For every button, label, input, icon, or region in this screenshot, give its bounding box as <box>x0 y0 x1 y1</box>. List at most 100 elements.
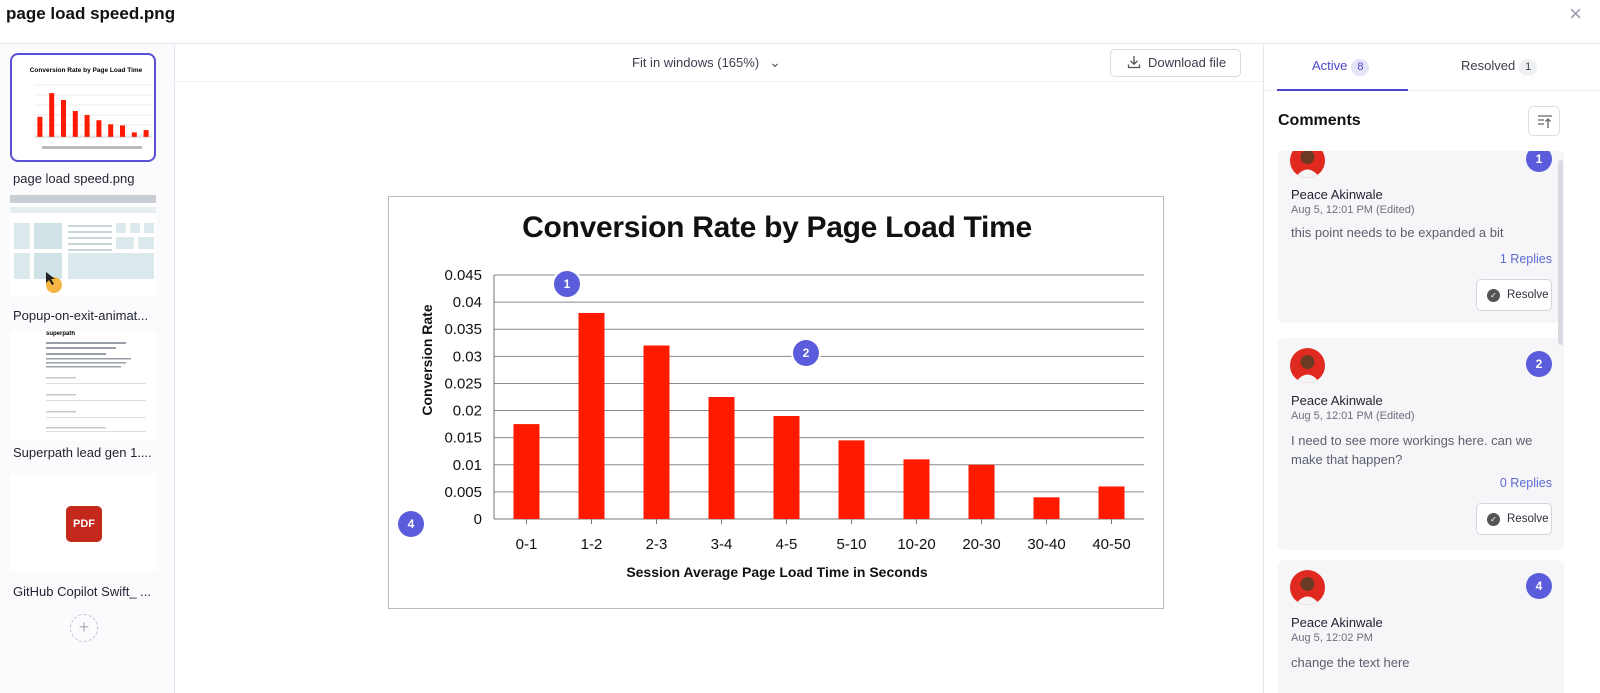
comment-time: Aug 5, 12:01 PM (Edited) <box>1291 410 1415 422</box>
close-icon[interactable]: × <box>1569 1 1582 26</box>
thumb-bar <box>108 124 114 137</box>
thumb-bar <box>37 116 43 137</box>
replies-link[interactable]: 1 Replies <box>1499 252 1552 266</box>
zoom-dropdown[interactable]: Fit in windows (165%) ⌄ <box>632 54 781 71</box>
thumb-bar <box>49 93 55 137</box>
thumb-bar <box>143 130 149 137</box>
comment-author: Peace Akinwale <box>1291 393 1383 408</box>
sort-icon <box>1538 115 1552 128</box>
chart-image: Conversion Rate by Page Load Time 0 0.005… <box>388 196 1164 609</box>
comment-time: Aug 5, 12:01 PM (Edited) <box>1291 204 1415 216</box>
file-thumb-page-load-speed[interactable]: Conversion Rate by Page Load Time <box>10 53 156 162</box>
comment-pin-badge: 1 <box>1526 151 1552 172</box>
x-tick-label: 30-40 <box>1027 536 1065 553</box>
bar <box>1033 497 1060 519</box>
resolve-button[interactable]: ✓ Resolve <box>1476 503 1552 535</box>
document-thumbnail: superpath <box>46 331 146 432</box>
check-circle-icon: ✓ <box>1487 513 1500 526</box>
comment-pin-1[interactable]: 1 <box>554 271 580 297</box>
tab-active-count: 8 <box>1351 59 1370 76</box>
download-file-button[interactable]: Download file <box>1110 49 1241 77</box>
comments-panel: Active 8 Resolved 1 Comments 1 Peace Akinw… <box>1263 44 1600 693</box>
comment-card[interactable]: 4 Peace Akinwale Aug 5, 12:02 PM change … <box>1278 560 1564 693</box>
tab-resolved[interactable]: Resolved 1 <box>1461 58 1538 76</box>
x-tick-label: 4-5 <box>776 536 798 553</box>
comments-scrollbar[interactable] <box>1558 160 1563 345</box>
thumb-bar <box>96 120 102 137</box>
comment-tabs: Active 8 Resolved 1 <box>1264 44 1600 91</box>
thumb-bar <box>120 125 125 137</box>
thumb-bar <box>61 100 66 137</box>
thumb-bar <box>84 115 90 137</box>
tab-resolved-label: Resolved <box>1461 58 1516 73</box>
chart-title: Conversion Rate by Page Load Time <box>522 211 1032 244</box>
tab-active[interactable]: Active 8 <box>1312 58 1370 76</box>
bar <box>1098 486 1125 519</box>
resolve-button[interactable]: ✓ Resolve <box>1476 279 1552 311</box>
x-tick-label: 2-3 <box>646 536 668 553</box>
comment-pin-4[interactable]: 4 <box>398 511 424 537</box>
bar <box>903 459 930 519</box>
zoom-label: Fit in windows (165%) <box>632 55 760 70</box>
avatar-photo-icon <box>1295 355 1320 383</box>
comment-time: Aug 5, 12:02 PM <box>1291 632 1373 644</box>
comment-text: change the text here <box>1291 655 1410 670</box>
file-label[interactable]: Superpath lead gen 1.... <box>13 445 152 460</box>
avatar <box>1290 348 1325 383</box>
zoom-toolbar: Fit in windows (165%) ⌄ Download file <box>175 44 1263 82</box>
y-tick-label: 0.03 <box>453 348 482 365</box>
file-title: page load speed.png <box>6 4 176 23</box>
y-tick-label: 0.045 <box>444 267 482 284</box>
bar <box>708 397 735 519</box>
x-tick-label: 10-20 <box>897 536 935 553</box>
comment-pin-badge: 2 <box>1526 351 1552 377</box>
comment-card[interactable]: 2 Peace Akinwale Aug 5, 12:01 PM (Edited… <box>1278 338 1564 550</box>
file-thumb-github-copilot[interactable]: PDF <box>10 474 156 571</box>
bar <box>643 345 670 519</box>
file-thumb-superpath[interactable]: superpath <box>10 331 156 441</box>
y-tick-label: 0.04 <box>453 294 482 311</box>
sort-button[interactable] <box>1528 106 1560 136</box>
y-tick-label: 0 <box>474 511 482 528</box>
tab-active-label: Active <box>1312 58 1348 73</box>
file-label[interactable]: GitHub Copilot Swift_ ... <box>13 584 151 599</box>
add-file-button[interactable]: + <box>70 614 98 642</box>
x-tick-label: 40-50 <box>1092 536 1130 553</box>
x-tick-label: 3-4 <box>711 536 733 553</box>
comment-pin-badge: 4 <box>1526 573 1552 599</box>
download-icon <box>1127 56 1141 69</box>
replies-link[interactable]: 0 Replies <box>1499 476 1552 490</box>
y-tick-label: 0.015 <box>444 430 482 447</box>
avatar-photo-icon <box>1295 577 1320 605</box>
thumb-bar <box>131 132 137 137</box>
avatar <box>1290 570 1325 605</box>
y-tick-label: 0.01 <box>453 457 482 474</box>
file-label[interactable]: page load speed.png <box>13 171 135 186</box>
avatar <box>1290 151 1325 178</box>
comment-text: this point needs to be expanded a bit <box>1291 225 1504 240</box>
active-tab-indicator <box>1277 89 1408 91</box>
thumb-bar <box>72 111 78 137</box>
thumb-doc-title: superpath <box>46 331 75 337</box>
comment-author: Peace Akinwale <box>1291 187 1383 202</box>
tab-resolved-count: 1 <box>1519 59 1538 76</box>
y-tick-label: 0.005 <box>444 484 482 501</box>
bar-chart: 0 0.005 0.01 0.015 0.02 0.025 0.03 0.035 0.04 0.0… <box>444 267 1144 553</box>
comment-author: Peace Akinwale <box>1291 615 1383 630</box>
comment-card[interactable]: 1 Peace Akinwale Aug 5, 12:01 PM (Edited… <box>1278 151 1564 323</box>
y-tick-label: 0.02 <box>453 403 482 420</box>
layout-thumbnail <box>10 195 156 293</box>
file-label[interactable]: Popup-on-exit-animat... <box>13 308 149 323</box>
chevron-down-icon: ⌄ <box>769 54 781 70</box>
bar <box>968 464 995 519</box>
file-thumb-popup[interactable] <box>10 195 156 295</box>
x-axis-label: Session Average Page Load Time in Second… <box>626 564 928 580</box>
comment-pin-2[interactable]: 2 <box>793 340 819 366</box>
comment-list: 1 Peace Akinwale Aug 5, 12:01 PM (Edited… <box>1278 151 1564 693</box>
top-bar: page load speed.png × <box>0 0 1600 44</box>
x-tick-label: 20-30 <box>962 536 1000 553</box>
y-tick-label: 0.025 <box>444 375 482 392</box>
bar <box>773 415 800 519</box>
x-tick-label: 1-2 <box>581 536 603 553</box>
bar <box>513 424 540 519</box>
